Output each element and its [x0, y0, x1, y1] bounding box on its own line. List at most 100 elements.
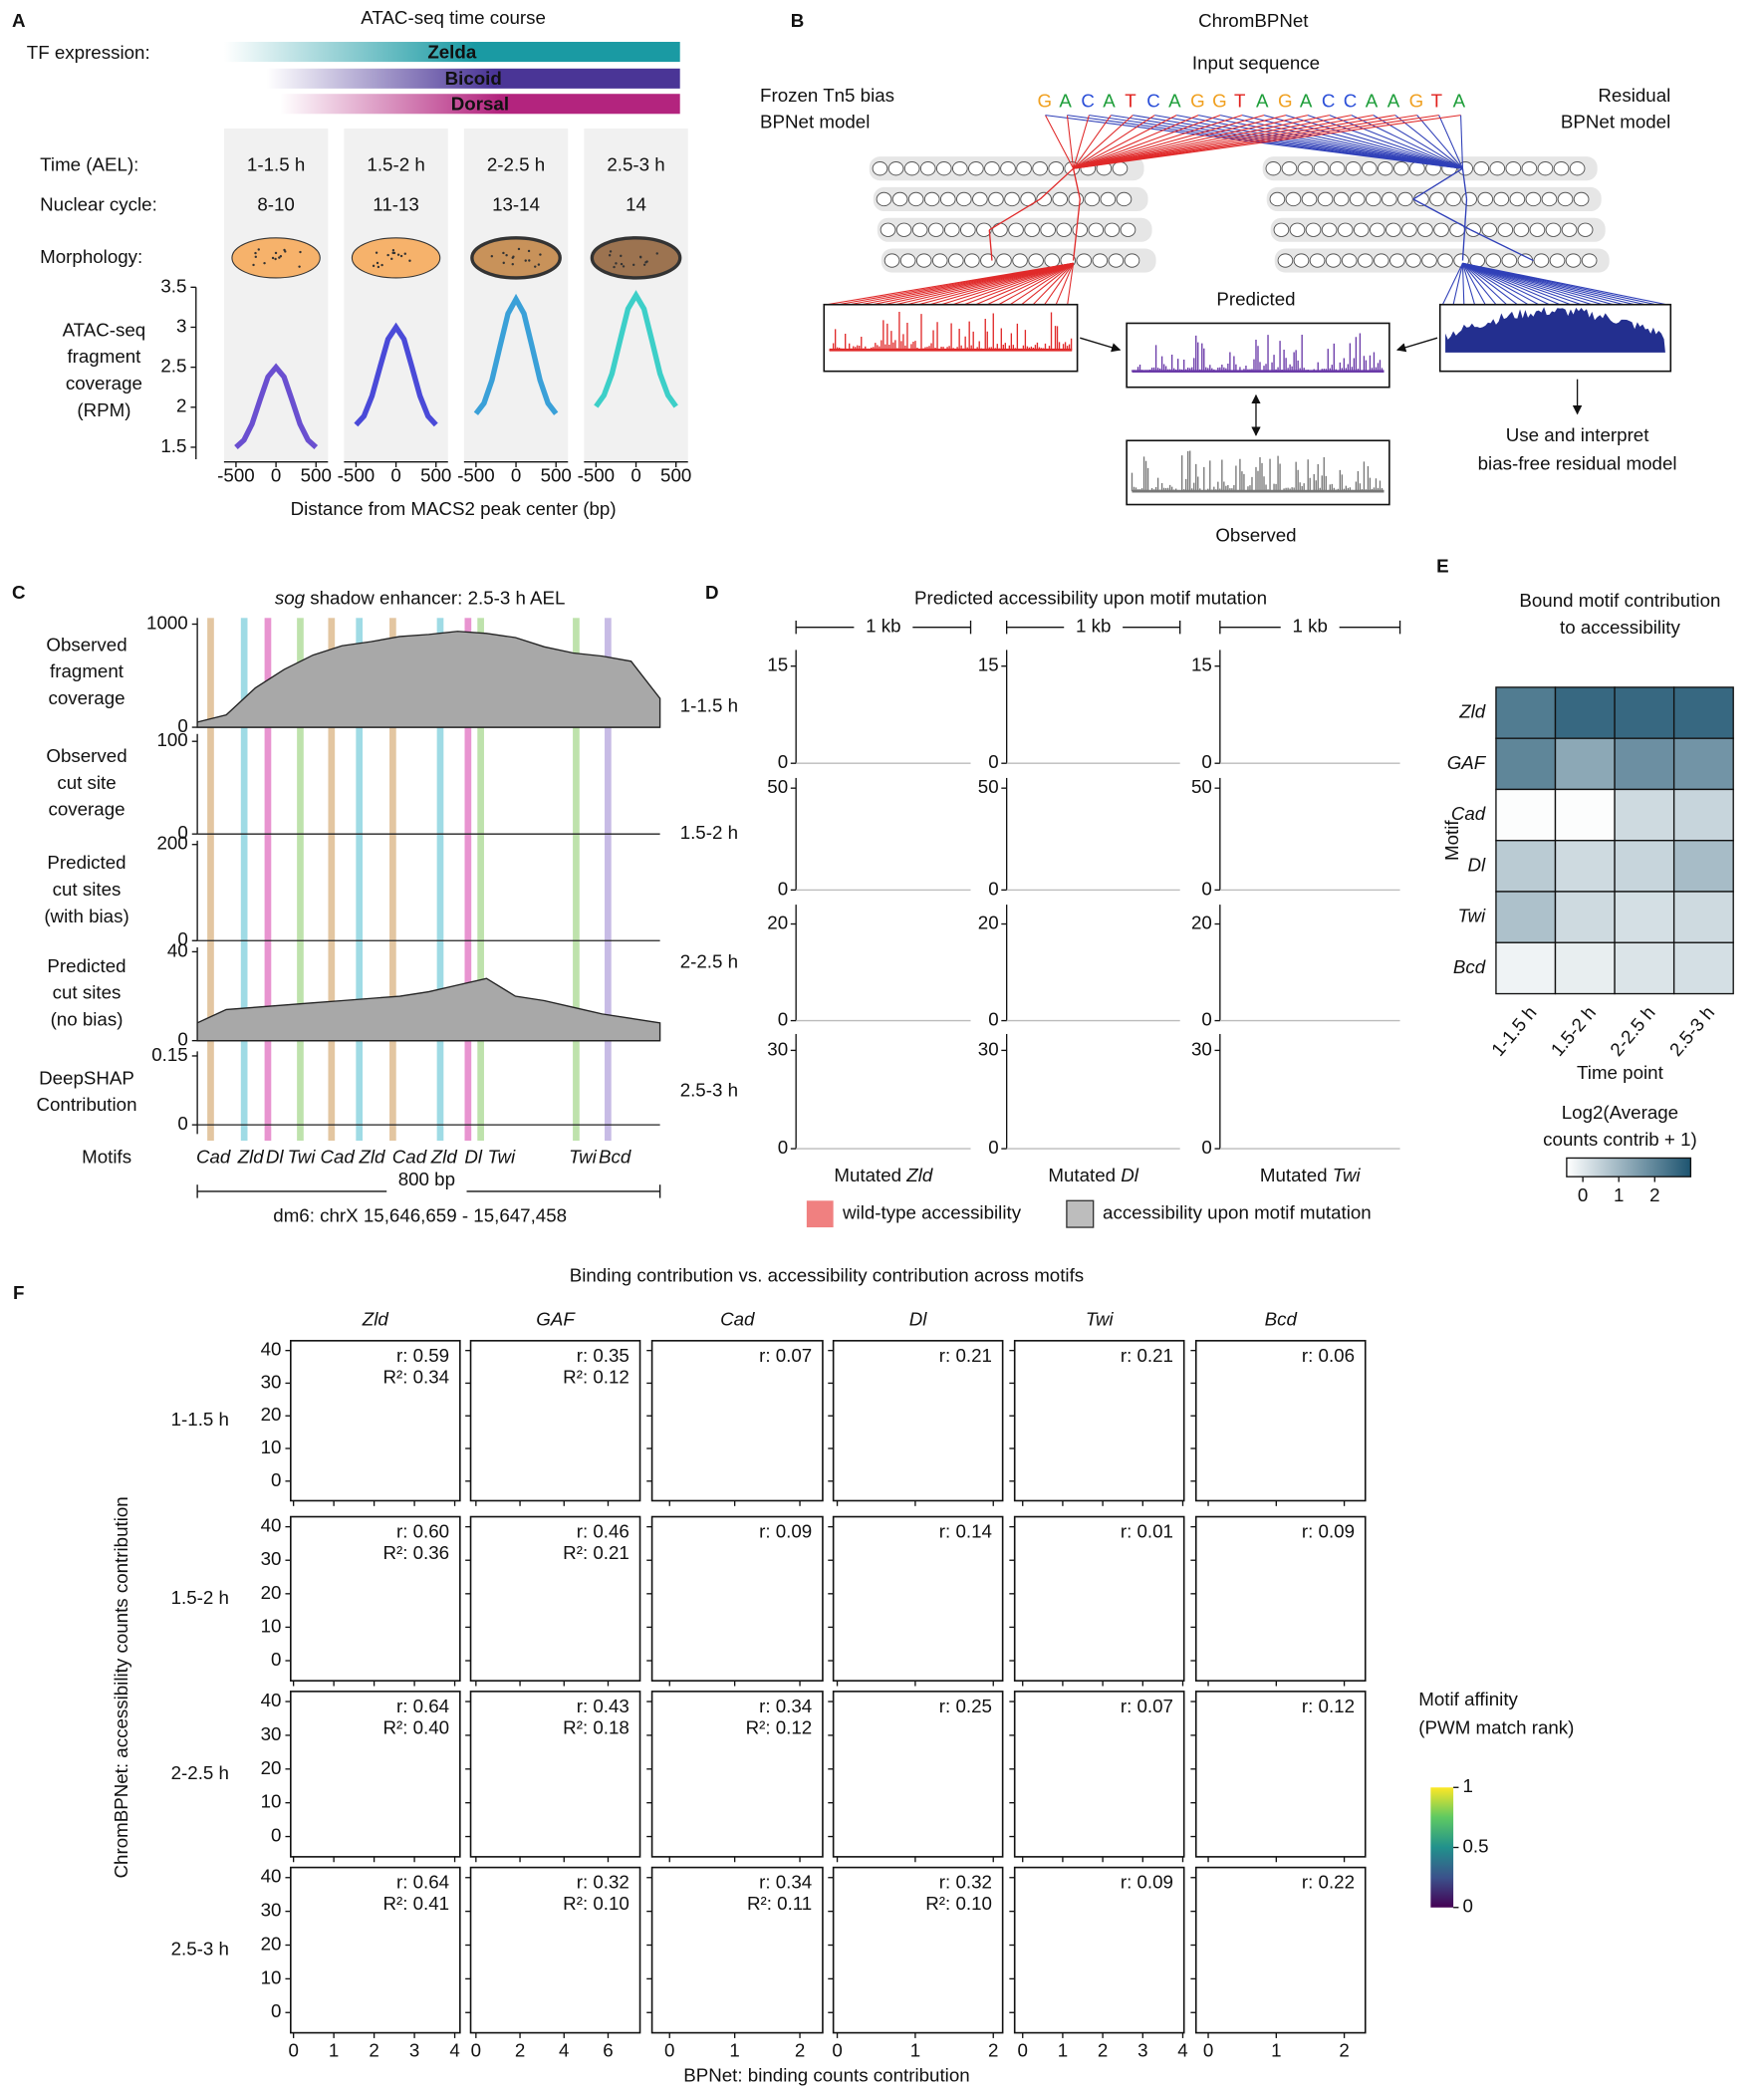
colorbar-tick-label: 0.5 — [1462, 1835, 1488, 1856]
y-tick-label: 0 — [271, 1469, 281, 1490]
track-label: Contribution — [36, 1094, 136, 1115]
connection — [1307, 115, 1463, 169]
neuron — [891, 191, 908, 207]
motif-band — [605, 618, 612, 1142]
heatmap-cell — [1672, 891, 1734, 943]
connection — [1198, 115, 1463, 169]
neuron — [1048, 161, 1065, 176]
connection — [988, 229, 993, 261]
residual-track — [1445, 307, 1665, 353]
nucleus-dot — [517, 247, 521, 251]
neuron — [1382, 191, 1397, 207]
annotation: r: 0.64 — [396, 1696, 449, 1716]
neuron — [1120, 222, 1136, 237]
nucleus-dot — [620, 254, 623, 258]
y-axis-label: fragment — [67, 346, 141, 367]
x-tick-label: -500 — [217, 464, 255, 485]
annotation: R²: 0.40 — [382, 1716, 449, 1737]
annotation: r: 0.06 — [1302, 1345, 1355, 1366]
motif-band — [328, 618, 336, 1142]
row-label: Time (AEL): — [40, 153, 138, 174]
neuron — [960, 222, 976, 237]
neuron — [1541, 191, 1558, 207]
panel-frame — [290, 1340, 461, 1502]
neuron — [1309, 253, 1326, 268]
annotation: r: 0.46 — [577, 1521, 630, 1542]
panel-frame — [1194, 1866, 1367, 2034]
connection — [1176, 115, 1463, 169]
neuron — [1012, 253, 1028, 268]
annotation: r: 0.64 — [396, 1872, 449, 1893]
nucleus-dot — [615, 262, 618, 265]
row-label: 2.5-3 h — [171, 1939, 229, 1960]
y-tick-label: 10 — [261, 1966, 282, 1987]
neuron — [1088, 222, 1105, 237]
neuron — [1481, 222, 1498, 237]
y-tick-label: 30 — [261, 1900, 282, 1921]
x-tick-label: -500 — [578, 464, 616, 485]
row-label: 1-1.5 h — [171, 1409, 229, 1430]
time-label: 1-1.5 h — [247, 153, 305, 174]
x-tick-label: 2 — [795, 2039, 805, 2060]
legend-label: wild-type accessibility — [842, 1202, 1022, 1223]
connection — [1154, 115, 1463, 169]
y-axis-label: Motif — [1441, 820, 1462, 861]
colorbar-tick-label: 2 — [1649, 1184, 1659, 1205]
nucleus-dot — [609, 250, 613, 253]
y-tick-label: 15 — [1191, 654, 1212, 675]
panel-frame — [1013, 1866, 1185, 2034]
panel-frame — [832, 1866, 1004, 2034]
column-header: Dl — [909, 1309, 928, 1330]
track-label: DeepSHAP — [39, 1067, 134, 1088]
neuron — [1565, 253, 1582, 268]
chart-title: sog shadow enhancer: 2.5-3 h AEL — [275, 588, 566, 609]
heatmap-cell — [1554, 840, 1616, 893]
column-label: Mutated Dl — [1048, 1165, 1138, 1185]
connection — [1039, 167, 1075, 200]
fan — [1462, 262, 1667, 306]
connection — [1460, 115, 1464, 169]
annotation: r: 0.34 — [759, 1696, 812, 1716]
neuron — [1461, 191, 1477, 207]
nucleus-dot — [620, 262, 624, 266]
fan — [975, 262, 1074, 306]
y-tick-label: 30 — [261, 1371, 282, 1392]
annotation: R²: 0.11 — [747, 1893, 812, 1914]
embryo — [470, 236, 562, 280]
neuron — [1008, 222, 1024, 237]
x-tick-label: 0 — [664, 2039, 674, 2060]
motif-label: Zld — [358, 1146, 385, 1167]
neuron — [1537, 161, 1554, 176]
nucleus-dot — [377, 265, 380, 269]
row-label: Cad — [1451, 803, 1486, 824]
y-tick-label: 0 — [988, 751, 998, 772]
heatmap-cell — [1614, 686, 1675, 739]
y-tick-label: 15 — [978, 654, 999, 675]
panel-frame — [650, 1515, 824, 1682]
heatmap-cell — [1495, 941, 1557, 995]
heatmap-cell — [1614, 737, 1675, 791]
nucleus-dot — [403, 252, 406, 255]
connection — [1394, 115, 1463, 169]
neuron — [1076, 253, 1093, 268]
x-tick-label: 2-2.5 h — [1606, 1002, 1659, 1060]
neuron — [1577, 222, 1594, 237]
y-tick-label: 0 — [1201, 878, 1211, 899]
y-tick-label: 2 — [176, 395, 186, 416]
neuron — [1473, 161, 1490, 176]
nucleus-dot — [534, 265, 537, 268]
motif-label: Cad — [320, 1146, 355, 1167]
use-label: bias-free residual model — [1478, 452, 1677, 473]
nucleus-dot — [511, 263, 514, 266]
fan — [986, 262, 1074, 306]
neuron — [988, 191, 1004, 207]
nucleus-dot — [408, 259, 411, 262]
row-label: 2-2.5 h — [680, 950, 738, 971]
motif-band — [207, 618, 214, 1142]
neuron — [1124, 253, 1140, 268]
connection — [1045, 115, 1075, 169]
neuron — [883, 253, 900, 268]
motif-band — [464, 618, 472, 1142]
neuron — [1573, 191, 1590, 207]
